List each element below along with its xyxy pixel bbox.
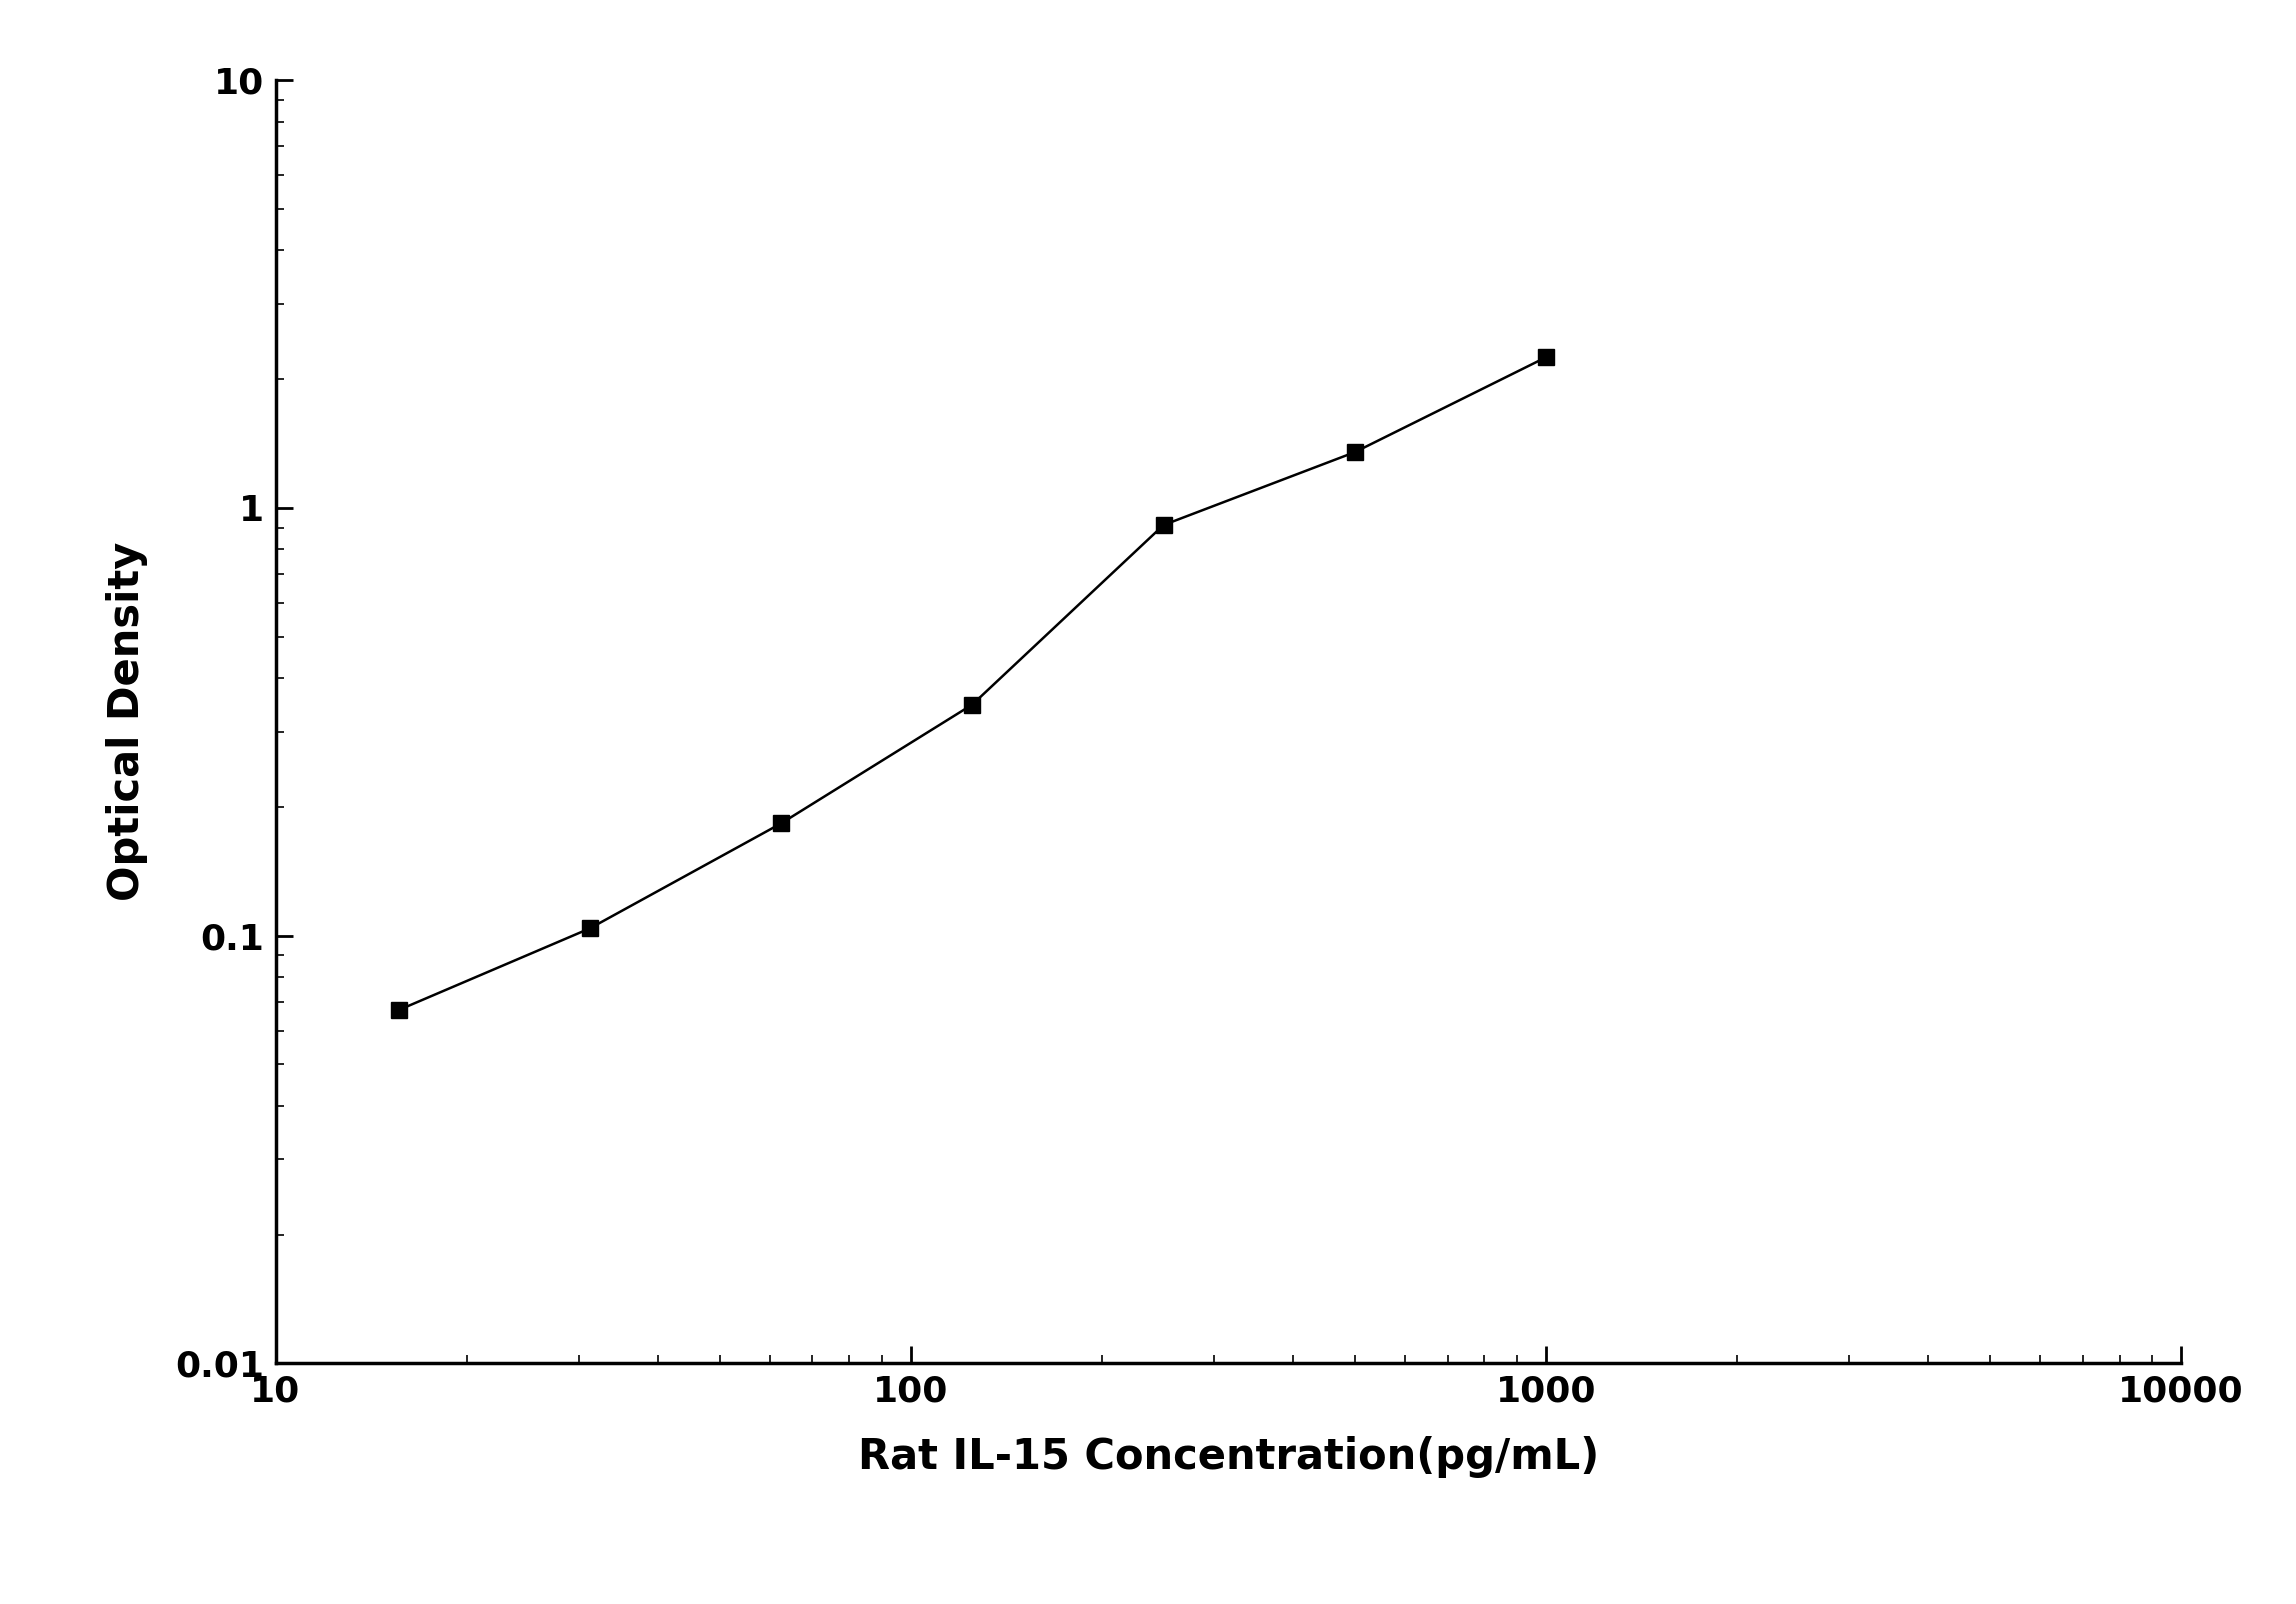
X-axis label: Rat IL-15 Concentration(pg/mL): Rat IL-15 Concentration(pg/mL) [859,1436,1598,1479]
Y-axis label: Optical Density: Optical Density [106,542,147,901]
